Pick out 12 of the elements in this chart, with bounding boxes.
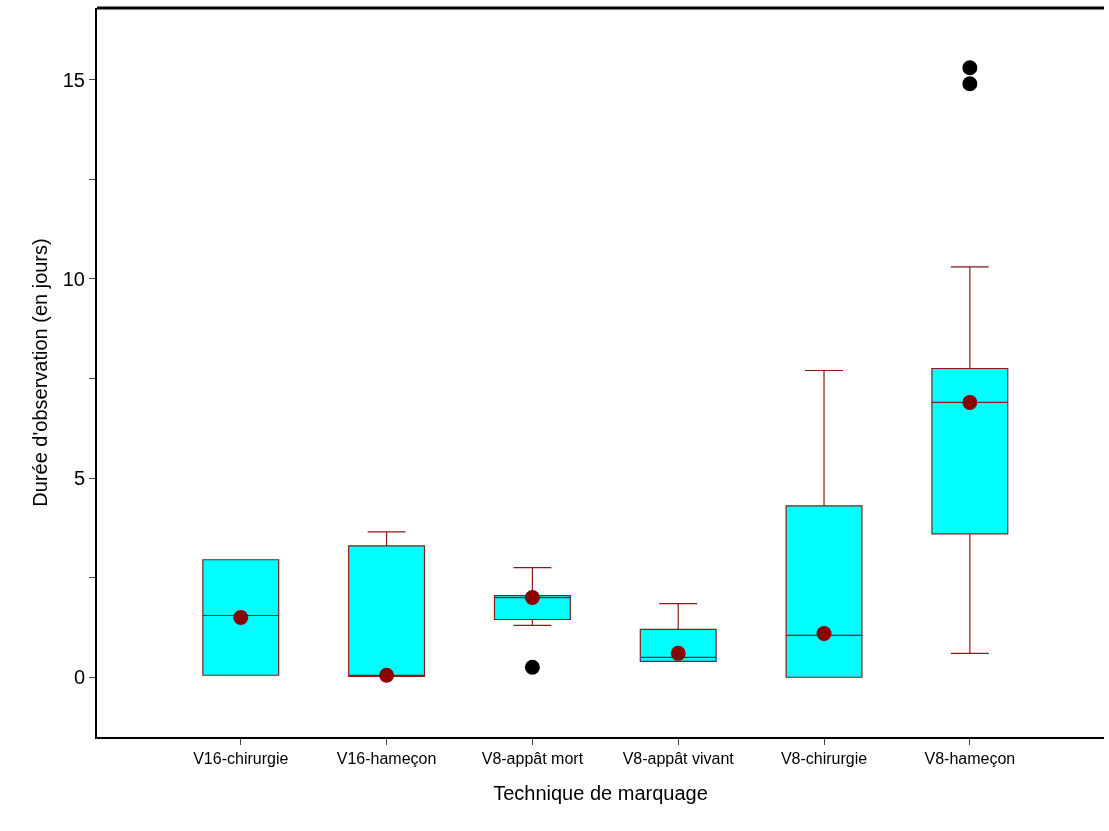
y-tick-label: 0	[73, 666, 85, 689]
y-tick-label: 10	[62, 267, 85, 290]
x-tick-label: V8-appât vivant	[622, 750, 735, 768]
y-tick-label: 5	[73, 467, 85, 490]
x-tick-label: V16-chirurgie	[193, 750, 289, 768]
y-tick-label: 15	[62, 68, 85, 91]
x-tick-label: V8-appât mort	[481, 750, 584, 768]
y-axis-title: Durée d'observation (en jours)	[28, 238, 51, 507]
x-tick-label: V8-hameçon	[924, 750, 1016, 768]
x-tick-label: V16-hameçon	[336, 750, 437, 768]
x-axis-title: Technique de marquage	[493, 782, 708, 805]
x-tick-label: V8-chirurgie	[780, 750, 868, 768]
